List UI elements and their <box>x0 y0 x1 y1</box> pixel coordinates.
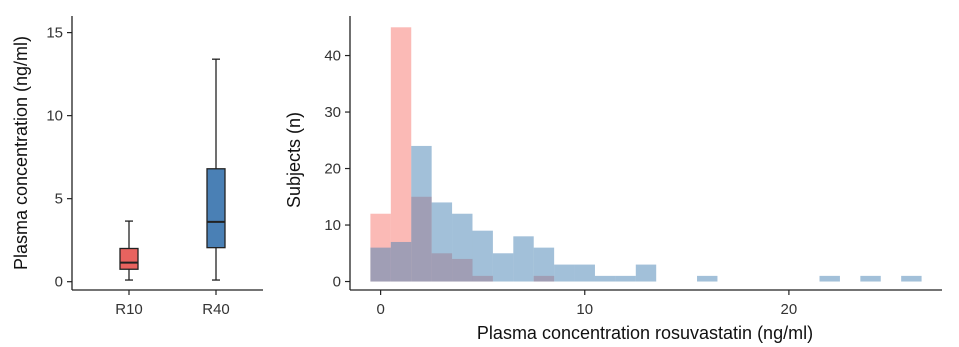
x-tick-label: R10 <box>115 301 143 318</box>
y-tick-label: 10 <box>324 217 341 234</box>
box-R40 <box>206 168 226 249</box>
histogram-bars <box>370 27 922 282</box>
box-R10 <box>119 247 139 270</box>
x-tick-label: 20 <box>781 301 798 318</box>
histogram-bar-series2 <box>574 264 595 282</box>
boxplot-marks <box>119 58 226 281</box>
histogram-bar-series2 <box>635 264 657 282</box>
boxplot-y-axis-title: Plasma concentration (ng/ml) <box>11 36 31 270</box>
x-tick-label: R40 <box>202 301 230 318</box>
y-tick-label: 5 <box>55 191 63 208</box>
boxplot-y-ticks: 0 5 10 15 <box>46 25 72 291</box>
histogram-y-axis-title: Subjects (n) <box>284 112 304 208</box>
y-tick-label: 20 <box>324 161 341 178</box>
histogram-bar-series1 <box>390 27 412 282</box>
histogram-bar-series2 <box>390 241 412 282</box>
histogram-bar-series2 <box>513 236 534 282</box>
histogram-bar-series2 <box>594 275 616 282</box>
histogram-bar-series2 <box>370 247 391 282</box>
histogram-x-ticks: 0 10 20 <box>376 290 797 318</box>
histogram-bar-series2 <box>411 145 432 282</box>
histogram-bar-series2 <box>452 213 473 282</box>
histogram-bar-series2 <box>472 230 493 282</box>
histogram-bar-series2 <box>901 275 922 282</box>
histogram-bar-series2 <box>819 275 840 282</box>
histogram-bar-series2 <box>860 275 881 282</box>
x-tick-label: 0 <box>376 301 384 318</box>
histogram-panel: 0 10 20 30 40 0 10 20 Subjects (n) Plasma conc… <box>284 16 942 343</box>
histogram-bar-series2 <box>697 275 718 282</box>
y-tick-label: 40 <box>324 48 341 65</box>
y-tick-label: 15 <box>46 25 63 42</box>
histogram-bar-series2 <box>431 202 453 282</box>
histogram-bar-series2 <box>554 264 575 282</box>
histogram-x-axis-title: Plasma concentration rosuvastatin (ng/ml… <box>477 323 813 343</box>
boxplot-panel: 0 5 10 15 R10 R40 Plasma concentration (ng/m… <box>11 16 263 318</box>
histogram-bar-series2 <box>615 275 636 282</box>
histogram-bar-series2 <box>492 253 514 282</box>
histogram-y-ticks: 0 10 20 30 40 <box>324 48 350 291</box>
y-tick-label: 30 <box>324 104 341 121</box>
y-tick-label: 10 <box>46 108 63 125</box>
y-tick-label: 0 <box>55 274 63 291</box>
histogram-bar-series2 <box>533 247 555 282</box>
boxplot-x-ticks: R10 R40 <box>115 290 230 318</box>
x-tick-label: 10 <box>576 301 593 318</box>
y-tick-label: 0 <box>333 274 341 291</box>
